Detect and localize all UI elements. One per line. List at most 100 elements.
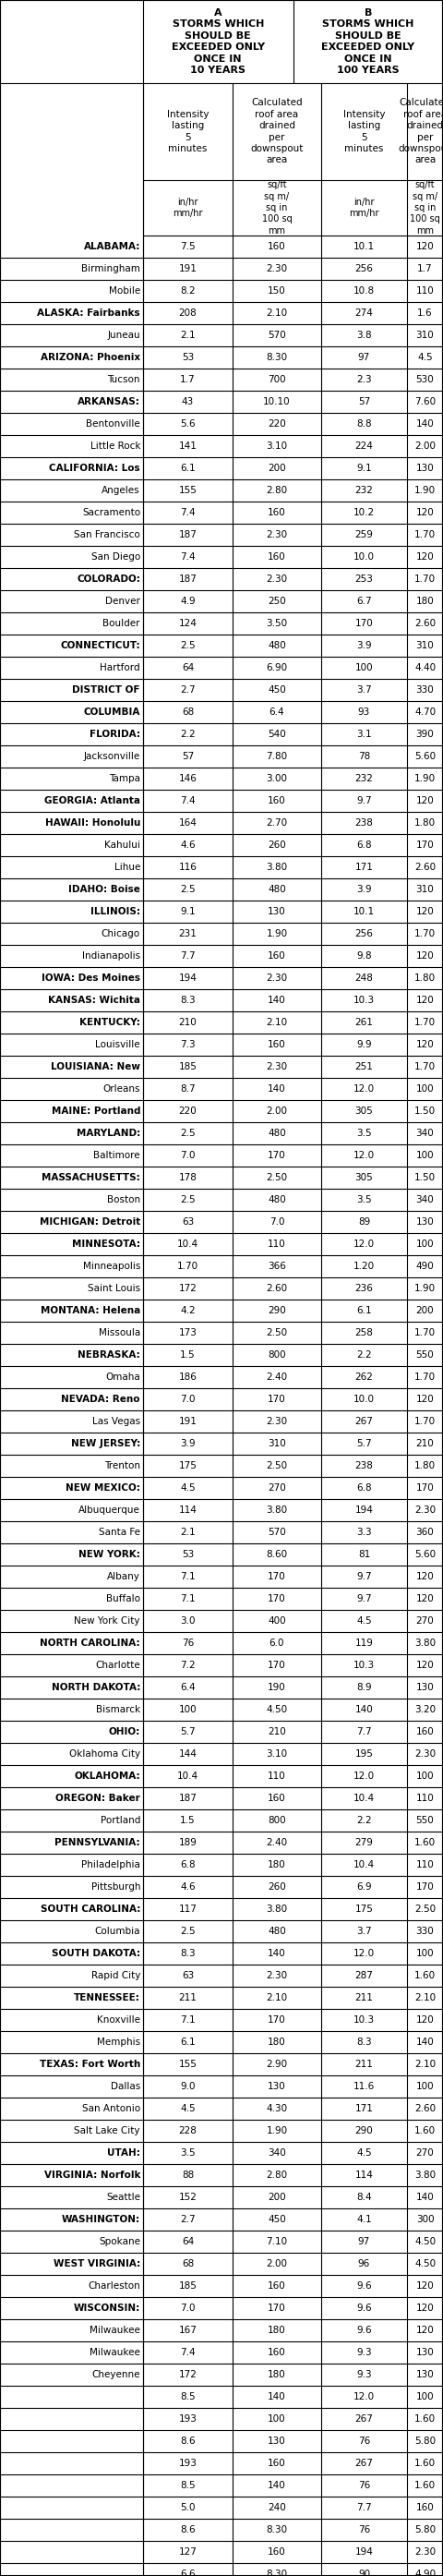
Text: NEBRASKA:: NEBRASKA: (78, 1350, 140, 1360)
Text: 340: 340 (268, 2148, 286, 2159)
Text: MAINE: Portland: MAINE: Portland (51, 1108, 140, 1115)
Text: 12.0: 12.0 (354, 1239, 375, 1249)
Text: 480: 480 (268, 1927, 286, 1937)
Text: 2.60: 2.60 (414, 2105, 435, 2112)
Text: 4.6: 4.6 (180, 1883, 195, 1891)
Text: 1.90: 1.90 (414, 1283, 435, 1293)
Text: OKLAHOMA:: OKLAHOMA: (74, 1772, 140, 1780)
Text: 7.0: 7.0 (269, 1218, 284, 1226)
Text: ILLINOIS:: ILLINOIS: (90, 907, 140, 917)
Text: 160: 160 (268, 551, 286, 562)
Text: 2.70: 2.70 (266, 819, 288, 827)
Text: 1.70: 1.70 (414, 1061, 435, 1072)
Text: 2.2: 2.2 (357, 1816, 372, 1824)
Text: 3.9: 3.9 (357, 884, 372, 894)
Text: Charleston: Charleston (88, 2282, 140, 2290)
Text: 4.90: 4.90 (414, 2568, 435, 2576)
Text: 220: 220 (268, 420, 286, 428)
Text: 2.2: 2.2 (180, 729, 195, 739)
Text: 173: 173 (179, 1329, 197, 1337)
Text: 2.40: 2.40 (266, 1373, 288, 1381)
Text: 210: 210 (416, 1440, 434, 1448)
Text: sq/ft
sq m/
sq in
100 sq
mm: sq/ft sq m/ sq in 100 sq mm (262, 180, 292, 234)
Text: 180: 180 (268, 2038, 286, 2048)
Text: NORTH CAROLINA:: NORTH CAROLINA: (40, 1638, 140, 1649)
Text: 10.0: 10.0 (354, 1394, 375, 1404)
Text: 88: 88 (182, 2172, 194, 2179)
Text: 6.1: 6.1 (180, 464, 195, 474)
Text: PENNSYLVANIA:: PENNSYLVANIA: (55, 1839, 140, 1847)
Text: San Francisco: San Francisco (74, 531, 140, 538)
Text: 290: 290 (268, 1306, 286, 1316)
Text: Orleans: Orleans (103, 1084, 140, 1095)
Text: 12.0: 12.0 (354, 1151, 375, 1159)
Text: 68: 68 (182, 2259, 194, 2269)
Text: 7.7: 7.7 (180, 951, 195, 961)
Text: 5.80: 5.80 (414, 2437, 435, 2445)
Text: 1.20: 1.20 (354, 1262, 375, 1270)
Text: New York City: New York City (74, 1615, 140, 1625)
Text: Rapid City: Rapid City (91, 1971, 140, 1981)
Text: 4.70: 4.70 (414, 708, 435, 716)
Text: 141: 141 (179, 440, 197, 451)
Text: 211: 211 (355, 1994, 373, 2002)
Text: 8.30: 8.30 (266, 2524, 288, 2535)
Text: Baltimore: Baltimore (93, 1151, 140, 1159)
Text: 800: 800 (268, 1350, 286, 1360)
Text: 8.5: 8.5 (180, 2481, 195, 2491)
Text: 10.10: 10.10 (263, 397, 291, 407)
Text: 10.4: 10.4 (177, 1239, 198, 1249)
Text: 140: 140 (268, 2393, 286, 2401)
Text: 9.1: 9.1 (180, 907, 195, 917)
Text: 267: 267 (355, 2458, 373, 2468)
Text: 6.0: 6.0 (269, 1638, 284, 1649)
Text: 120: 120 (416, 1662, 434, 1669)
Text: 144: 144 (179, 1749, 197, 1759)
Text: 2.1: 2.1 (180, 1528, 195, 1538)
Text: 3.80: 3.80 (266, 1904, 288, 1914)
Text: 6.1: 6.1 (357, 1306, 372, 1316)
Text: Sacramento: Sacramento (82, 507, 140, 518)
Text: 9.9: 9.9 (357, 1041, 372, 1048)
Text: 100: 100 (416, 2393, 434, 2401)
Text: 116: 116 (179, 863, 197, 871)
Text: in/hr
mm/hr: in/hr mm/hr (349, 198, 379, 219)
Text: Dallas: Dallas (110, 2081, 140, 2092)
Text: 2.10: 2.10 (414, 2061, 435, 2069)
Text: Tampa: Tampa (109, 773, 140, 783)
Text: 185: 185 (179, 2282, 197, 2290)
Text: 8.6: 8.6 (180, 2437, 195, 2445)
Text: 340: 340 (416, 1195, 434, 1206)
Text: 2.7: 2.7 (180, 2215, 195, 2223)
Text: 274: 274 (355, 309, 373, 317)
Text: Tucson: Tucson (108, 376, 140, 384)
Text: 450: 450 (268, 685, 286, 696)
Text: 2.10: 2.10 (266, 1994, 288, 2002)
Text: 155: 155 (179, 487, 197, 495)
Text: 2.7: 2.7 (180, 685, 195, 696)
Text: 170: 170 (268, 1394, 286, 1404)
Text: NORTH DAKOTA:: NORTH DAKOTA: (51, 1682, 140, 1692)
Text: 2.30: 2.30 (266, 974, 288, 981)
Text: 1.60: 1.60 (414, 1971, 435, 1981)
Text: San Diego: San Diego (91, 551, 140, 562)
Text: 400: 400 (268, 1615, 286, 1625)
Text: 4.50: 4.50 (266, 1705, 288, 1713)
Text: 200: 200 (416, 1306, 434, 1316)
Text: 9.1: 9.1 (357, 464, 372, 474)
Text: Intensity
lasting
5
minutes: Intensity lasting 5 minutes (343, 111, 385, 155)
Text: 124: 124 (179, 618, 197, 629)
Text: 7.80: 7.80 (266, 752, 288, 760)
Text: 480: 480 (268, 1195, 286, 1206)
Text: 260: 260 (268, 840, 286, 850)
Text: 8.8: 8.8 (357, 420, 372, 428)
Text: 211: 211 (355, 2061, 373, 2069)
Text: 305: 305 (355, 1172, 373, 1182)
Text: 480: 480 (268, 884, 286, 894)
Text: 1.60: 1.60 (414, 1839, 435, 1847)
Text: 53: 53 (182, 1551, 194, 1558)
Text: 81: 81 (358, 1551, 370, 1558)
Text: 93: 93 (358, 708, 370, 716)
Text: 193: 193 (179, 2414, 197, 2424)
Text: Chicago: Chicago (101, 930, 140, 938)
